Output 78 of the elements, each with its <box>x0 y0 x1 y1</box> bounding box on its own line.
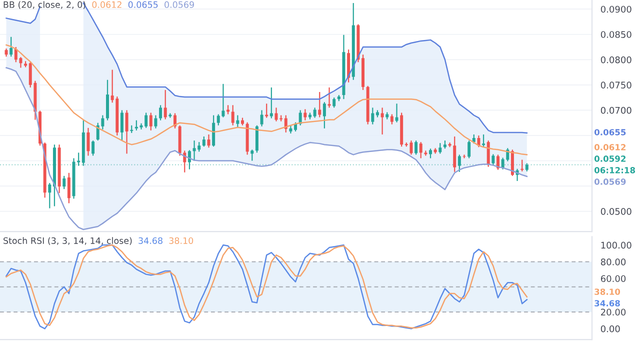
candlestick <box>250 149 254 162</box>
candlestick <box>202 136 206 148</box>
candlestick <box>120 110 124 142</box>
candlestick <box>294 122 298 132</box>
y-tick-label: 0.0900 <box>600 6 632 13</box>
candlestick <box>226 104 230 115</box>
line-series <box>6 67 528 230</box>
candlestick <box>92 140 95 156</box>
candlestick <box>371 107 374 125</box>
candlestick <box>298 110 302 126</box>
candlestick <box>159 104 162 121</box>
text: 0.0655 <box>128 1 158 8</box>
candlestick <box>496 154 500 170</box>
candlestick <box>448 142 452 148</box>
candlestick <box>520 159 524 172</box>
candlestick <box>164 89 167 120</box>
candlestick <box>265 103 268 118</box>
candlestick <box>332 97 336 108</box>
y-tick-label: 0.0850 <box>600 31 632 38</box>
y-tick-label: 20.00 <box>600 308 626 316</box>
candlestick <box>419 141 422 159</box>
text: 0.0655 <box>594 129 626 136</box>
ref-line-label: 0.0592 <box>594 156 626 162</box>
text: 34.68 <box>138 237 162 244</box>
candlestick <box>134 120 138 131</box>
candlestick <box>472 134 476 144</box>
candlestick <box>414 140 418 156</box>
candlestick <box>468 140 471 159</box>
candlestick <box>212 114 216 148</box>
y-tick-label: 0.00 <box>600 325 620 332</box>
annotation: 0.0569 <box>164 1 194 8</box>
y-tick-label: 60.00 <box>600 275 626 282</box>
candlestick <box>154 114 158 129</box>
candlestick <box>231 104 234 126</box>
candlestick <box>10 36 13 58</box>
y-tick-label: 100.00 <box>601 242 632 249</box>
candlestick <box>62 175 66 190</box>
text: 0.0612 <box>594 144 626 150</box>
candlestick <box>188 150 191 170</box>
candlestick <box>274 107 278 122</box>
candlestick <box>492 154 495 166</box>
candlestick <box>486 140 490 168</box>
candlestick <box>395 103 398 123</box>
y-tick-label: 80.00 <box>600 258 626 266</box>
y-tick-label: 0.0500 <box>600 208 632 215</box>
candlestick <box>144 112 148 128</box>
candlestick <box>270 86 273 119</box>
candlestick <box>48 182 52 209</box>
annotation: 0.0612 <box>92 1 122 8</box>
y-tick-label: 0.0800 <box>600 56 632 64</box>
candlestick <box>86 127 90 156</box>
text: 0.0569 <box>594 178 626 185</box>
candlestick <box>390 114 394 125</box>
candlestick <box>482 134 486 148</box>
candlestick <box>304 108 307 121</box>
candlestick <box>67 172 70 204</box>
text: 38.10 <box>169 237 194 244</box>
text: 34.68 <box>594 300 620 306</box>
candlestick <box>453 136 456 172</box>
candlestick <box>236 114 240 128</box>
text: 38.10 <box>594 288 620 295</box>
candlestick <box>106 79 109 121</box>
candlestick <box>322 102 326 129</box>
candlestick <box>458 154 461 172</box>
y-tick-label: 0.0750 <box>600 82 632 88</box>
candlestick <box>438 142 442 154</box>
candlestick <box>318 91 322 118</box>
candlestick <box>380 107 384 136</box>
y-tick-label: 0.0700 <box>600 106 632 114</box>
candlestick <box>328 86 331 108</box>
candlestick <box>429 148 432 159</box>
candlestick <box>207 134 210 148</box>
candlestick <box>313 107 316 118</box>
chart-title: Stoch RSI (3, 3, 14, 14, close) <box>4 237 132 245</box>
candlestick <box>125 110 128 154</box>
candlestick <box>260 110 264 127</box>
candlestick <box>149 112 152 131</box>
text: 06:12:18 <box>594 167 636 174</box>
